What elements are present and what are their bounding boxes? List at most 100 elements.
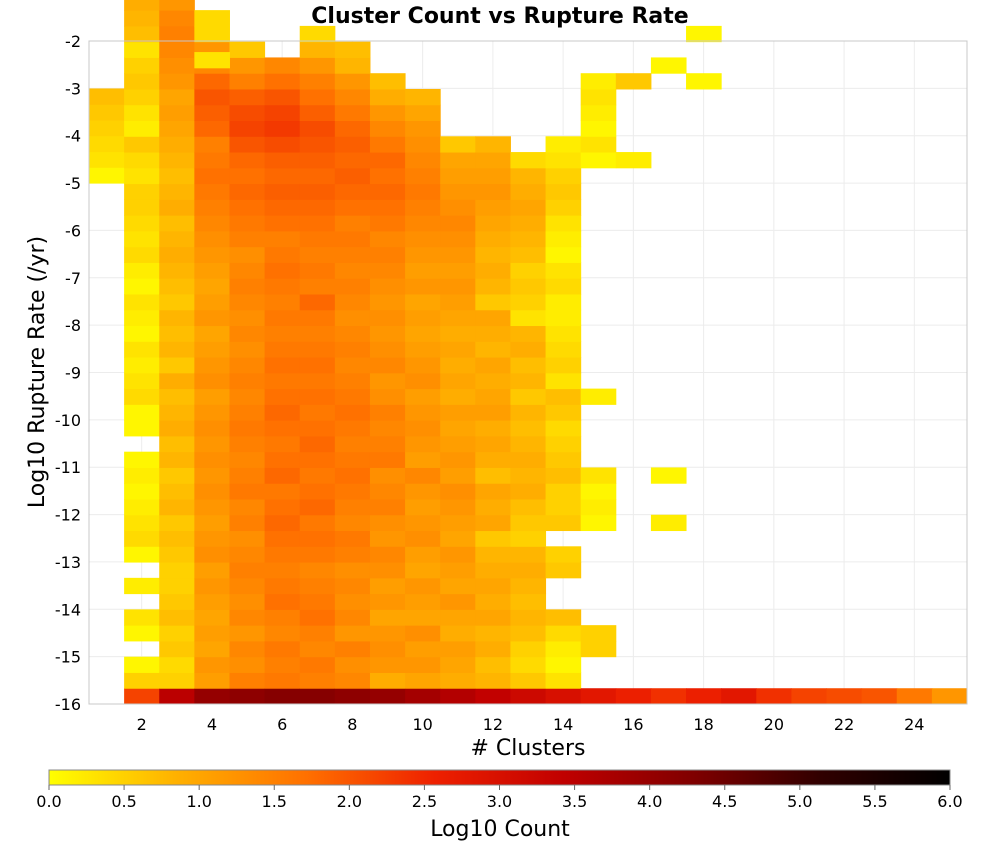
- chart-title: Cluster Count vs Rupture Rate: [311, 4, 688, 29]
- heatmap-cell: [369, 73, 406, 90]
- heatmap-cell: [545, 483, 582, 500]
- heatmap-cell: [299, 309, 336, 327]
- heatmap-cell: [545, 640, 582, 658]
- heatmap-cell: [580, 104, 617, 122]
- heatmap-cell: [545, 404, 582, 421]
- heatmap-cell: [510, 562, 547, 579]
- heatmap-cell: [369, 577, 406, 595]
- heatmap-cell: [686, 25, 722, 43]
- heatmap-cell: [369, 372, 406, 390]
- heatmap-cell: [510, 593, 547, 610]
- heatmap-cell: [440, 514, 476, 532]
- heatmap-cell: [229, 577, 266, 595]
- heatmap-cell: [229, 246, 266, 263]
- heatmap-cell: [369, 215, 406, 232]
- heatmap-cell: [299, 546, 336, 563]
- heatmap-cell: [159, 388, 195, 405]
- heatmap-cell: [194, 10, 230, 27]
- heatmap-cell: [440, 341, 476, 358]
- heatmap-cell: [334, 467, 371, 484]
- heatmap-cell: [159, 309, 195, 327]
- heatmap-cell: [440, 199, 476, 216]
- heatmap-cell: [721, 688, 757, 705]
- heatmap-cell: [510, 498, 547, 516]
- heatmap-cell: [159, 625, 195, 642]
- heatmap-cell: [194, 183, 230, 200]
- heatmap-cell: [580, 388, 617, 405]
- heatmap-cell: [475, 451, 511, 468]
- heatmap-cell: [510, 625, 547, 642]
- heatmap-cell: [369, 199, 406, 216]
- heatmap-cell: [615, 73, 652, 90]
- heatmap-cell: [440, 609, 476, 626]
- heatmap-cell: [334, 498, 371, 516]
- heatmap-cell: [334, 530, 371, 547]
- heatmap-cell: [299, 372, 336, 390]
- heatmap-cell: [194, 136, 230, 153]
- heatmap-cell: [124, 230, 160, 248]
- heatmap-cell: [334, 167, 371, 185]
- heatmap-cell: [475, 656, 511, 673]
- heatmap-cell: [510, 230, 547, 248]
- heatmap-cell: [194, 562, 230, 579]
- heatmap-cell: [159, 57, 195, 74]
- heatmap-cell: [124, 25, 160, 43]
- heatmap-cell: [369, 640, 406, 658]
- heatmap-cell: [299, 688, 336, 705]
- heatmap-cell: [334, 435, 371, 453]
- colorbar-ticks: 0.0 0.5 1.0 1.5 2.0 2.5 3.0 3.5 4.0 4.5 5.0 5.5 6.0: [36, 785, 963, 811]
- heatmap-cell: [475, 546, 511, 563]
- heatmap-cell: [194, 199, 230, 216]
- heatmap-cell: [299, 88, 336, 106]
- x-tick-label: 10: [412, 715, 432, 734]
- heatmap-cell: [510, 372, 547, 390]
- heatmap-cell: [405, 199, 441, 216]
- heatmap-cell: [334, 152, 371, 169]
- heatmap-cell: [650, 688, 687, 705]
- heatmap-cell: [299, 451, 336, 468]
- heatmap-cell: [124, 309, 160, 327]
- heatmap-cell: [440, 640, 476, 658]
- heatmap-cell: [89, 135, 125, 153]
- heatmap-cell: [159, 483, 195, 500]
- heatmap-cell: [369, 514, 406, 532]
- heatmap-cell: [405, 498, 441, 516]
- heatmap-cell: [124, 10, 160, 27]
- x-tick-label: 24: [904, 715, 924, 734]
- heatmap-cell: [299, 656, 336, 673]
- heatmap-cell: [299, 530, 336, 547]
- heatmap-cell: [896, 688, 933, 705]
- heatmap-cell: [440, 246, 476, 263]
- heatmap-cell: [264, 357, 301, 374]
- heatmap-cell: [124, 120, 160, 137]
- heatmap-cell: [264, 372, 301, 390]
- heatmap-cell: [545, 199, 582, 216]
- heatmap-cell: [405, 372, 441, 390]
- heatmap-cell: [229, 88, 266, 106]
- heatmap-cells: [89, 0, 968, 705]
- heatmap-cell: [334, 688, 371, 705]
- heatmap-cell: [229, 41, 266, 58]
- heatmap-cell: [545, 498, 582, 516]
- heatmap-cell: [299, 388, 336, 405]
- heatmap-cell: [334, 325, 371, 342]
- heatmap-cell: [369, 656, 406, 673]
- heatmap-cell: [264, 546, 301, 563]
- heatmap-cell: [194, 325, 230, 342]
- heatmap-cell: [159, 73, 195, 90]
- heatmap-cell: [545, 609, 582, 626]
- heatmap-cell: [299, 435, 336, 453]
- heatmap-cell: [405, 309, 441, 327]
- heatmap-cell: [194, 73, 230, 90]
- heatmap-cell: [264, 688, 301, 705]
- heatmap-cell: [334, 341, 371, 358]
- heatmap-cell: [194, 341, 230, 358]
- heatmap-cell: [264, 593, 301, 610]
- heatmap-cell: [650, 57, 687, 74]
- x-tick-label: 14: [553, 715, 573, 734]
- y-tick-label: -5: [65, 174, 81, 193]
- plot-frame: [88, 40, 968, 705]
- heatmap-cell: [369, 136, 406, 153]
- heatmap-cell: [369, 278, 406, 295]
- heatmap-cell: [369, 546, 406, 563]
